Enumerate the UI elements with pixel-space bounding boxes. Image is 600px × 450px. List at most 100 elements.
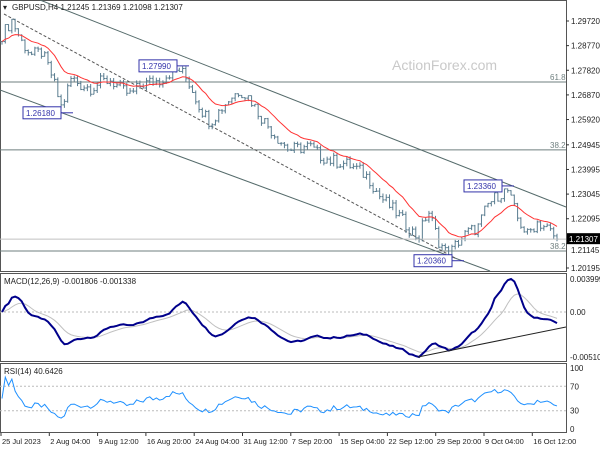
ohlc-bar: [259, 115, 263, 126]
macd-panel: [0, 273, 567, 362]
ohlc-bar: [184, 66, 188, 82]
ohlc-bar: [335, 152, 339, 169]
ohlc-bar: [397, 209, 401, 217]
ohlc-bar: [545, 223, 549, 228]
dashed-trend-line: [3, 13, 456, 259]
price-tick-label: 1.28770: [571, 42, 600, 51]
ohlc-bar: [276, 135, 280, 144]
ohlc-bar: [404, 211, 408, 233]
ohlc-bar: [342, 160, 346, 170]
ohlc-bar: [177, 67, 181, 72]
fib-level-label: 61.8: [550, 73, 566, 82]
ohlc-bar: [325, 156, 329, 164]
macd-signal-line: [1, 293, 558, 353]
ohlc-bar: [483, 205, 487, 217]
ohlc-bar: [194, 90, 198, 105]
ohlc-bar: [200, 107, 204, 118]
ohlc-bar: [479, 214, 483, 227]
fib-level-label: 38.2: [550, 141, 566, 150]
ohlc-bar: [233, 93, 237, 102]
time-tick-label: 9 Oct 04:00: [485, 437, 524, 446]
rsi-tick-label: 30: [570, 407, 579, 416]
ohlc-bar: [381, 193, 385, 203]
ohlc-bar: [122, 79, 126, 89]
rsi-tick-label: 70: [570, 382, 579, 391]
ohlc-bar: [56, 77, 60, 98]
ohlc-bar: [217, 109, 221, 123]
ohlc-bar: [361, 162, 365, 178]
ohlc-bar: [411, 226, 415, 236]
ohlc-bar: [371, 182, 375, 194]
ohlc-bar: [148, 75, 152, 84]
current-price-label: 1.21307: [569, 235, 598, 244]
ohlc-bar: [493, 192, 497, 205]
ohlc-bar: [292, 141, 296, 154]
ohlc-bar: [266, 117, 270, 129]
time-tick-label: 25 Jul 2023: [2, 437, 41, 446]
price-tick-label: 1.27820: [571, 66, 600, 75]
ohlc-bar: [99, 73, 103, 89]
time-tick-label: 7 Sep 20:00: [292, 437, 332, 446]
ohlc-bar: [53, 73, 57, 82]
ohlc-bar: [456, 240, 460, 248]
channel-upper-line: [39, 0, 567, 208]
price-tick-label: 1.24945: [571, 141, 600, 150]
ohlc-bar: [3, 24, 7, 44]
ohlc-bar: [470, 224, 474, 231]
ohlc-bar: [365, 171, 369, 180]
ohlc-bar: [414, 226, 418, 241]
ohlc-bar: [76, 75, 80, 87]
ohlc-bar: [407, 227, 411, 238]
ohlc-bar: [102, 73, 106, 81]
ohlc-bar: [355, 163, 359, 170]
ohlc-bar: [391, 199, 395, 211]
ohlc-bar: [95, 82, 99, 93]
fib-level-label: 38.2: [550, 242, 566, 251]
watermark: ActionForex.com: [392, 57, 497, 73]
ohlc-bar: [535, 220, 539, 234]
ohlc-bar: [525, 228, 529, 235]
time-tick-label: 9 Aug 12:00: [99, 437, 139, 446]
time-tick-label: 22 Sep 12:00: [388, 437, 433, 446]
ohlc-bar: [440, 243, 444, 251]
time-tick-label: 2 Aug 04:00: [50, 437, 90, 446]
ohlc-bar: [394, 199, 398, 219]
ohlc-bar: [240, 94, 244, 99]
ohlc-bar: [207, 109, 211, 130]
ohlc-bar: [13, 18, 17, 32]
moving-average-line: [1, 34, 558, 238]
price-tick-label: 1.26870: [571, 91, 600, 100]
ohlc-bar: [466, 227, 470, 235]
ohlc-bar: [256, 103, 260, 120]
macd-tick-label: 0.003999: [570, 275, 600, 284]
ohlc-bar: [420, 218, 424, 242]
ohlc-bar: [46, 51, 50, 65]
macd-tick-label: -0.005103: [570, 353, 600, 362]
price-tick-label: 1.21145: [571, 246, 600, 255]
ohlc-bar: [332, 152, 336, 167]
ohlc-bar: [309, 141, 313, 147]
price-tick-label: 1.29720: [571, 17, 600, 26]
ohlc-bar: [338, 163, 342, 169]
ohlc-bar: [66, 83, 70, 103]
ohlc-bar: [368, 171, 372, 189]
rsi-title: RSI(14) 40.6426: [4, 367, 63, 376]
ohlc-bar: [374, 188, 378, 193]
ohlc-bar: [532, 228, 536, 233]
ohlc-bar: [204, 109, 208, 118]
annotation-label: 1.26180: [26, 109, 55, 118]
ohlc-bar: [197, 99, 201, 113]
ohlc-bar: [158, 77, 162, 88]
ohlc-bar: [128, 87, 132, 94]
chart-menu-icon[interactable]: ▾: [3, 3, 7, 12]
ohlc-bar: [496, 192, 500, 202]
ohlc-bar: [388, 194, 392, 209]
ohlc-bar: [522, 226, 526, 233]
ohlc-bar: [49, 60, 53, 79]
annotation-label: 1.23360: [467, 182, 496, 191]
ohlc-bar: [69, 76, 73, 87]
ohlc-bar: [236, 93, 240, 98]
ohlc-bar: [282, 141, 286, 149]
ohlc-bar: [181, 66, 185, 74]
